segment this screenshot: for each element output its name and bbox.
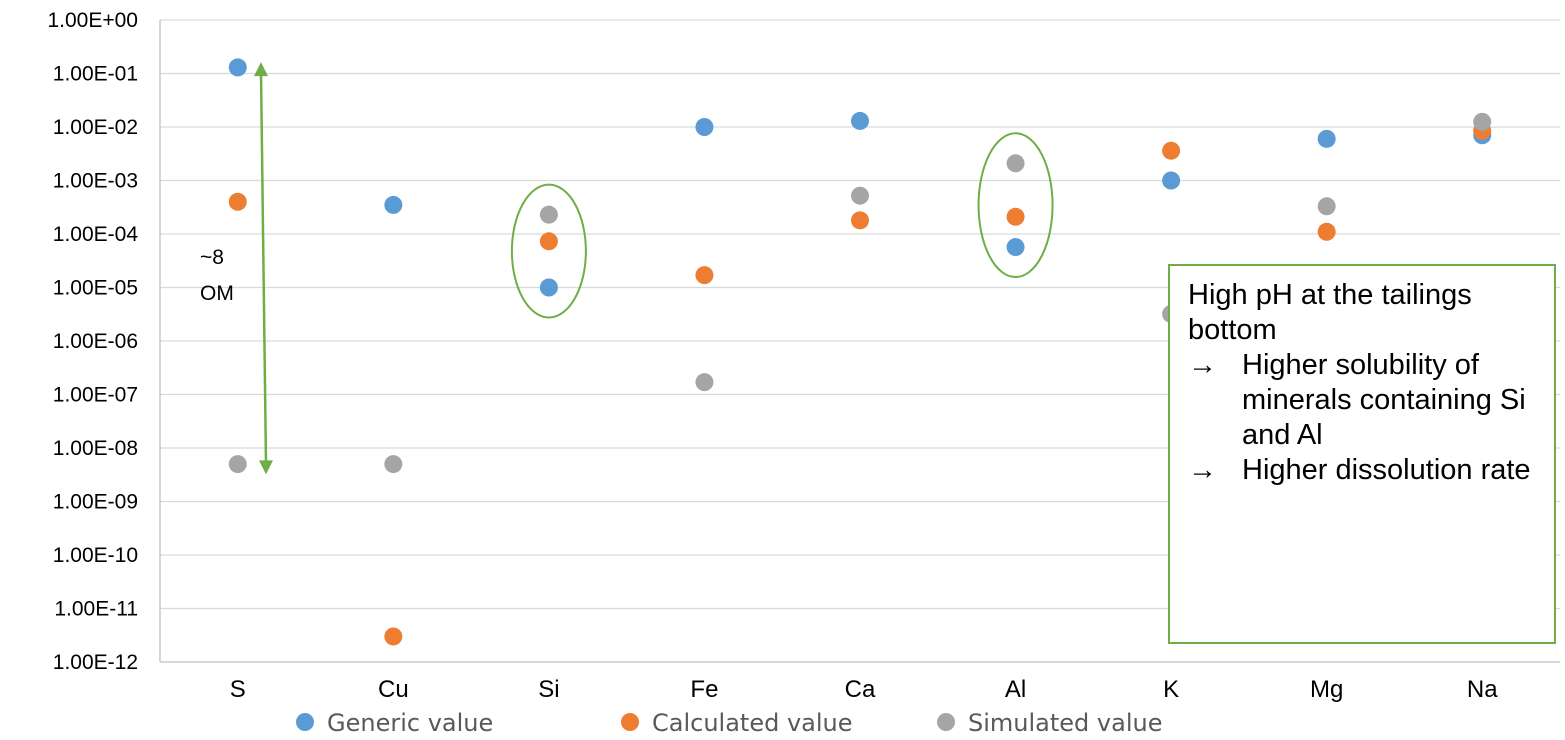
data-point	[228, 192, 247, 211]
highlight-ellipse	[977, 132, 1054, 279]
y-tick-label: 1.00E-01	[53, 63, 138, 86]
x-category-label: Cu	[378, 676, 409, 703]
legend-marker	[296, 713, 314, 731]
arrow-icon: →	[1188, 454, 1217, 486]
data-point	[1006, 207, 1025, 226]
y-tick-label: 1.00E-11	[54, 598, 138, 621]
legend-marker	[937, 713, 955, 731]
range-arrow-line	[259, 72, 268, 465]
data-point	[695, 266, 714, 285]
data-point	[384, 627, 403, 646]
annotation-note-box: High pH at the tailings bottom → Higher …	[1168, 264, 1556, 644]
data-point	[384, 455, 403, 474]
annotations: ~8 OM	[200, 62, 1054, 475]
y-tick-label: 1.00E-12	[53, 651, 138, 674]
x-axis-labels: S Cu Si Fe Ca Al K Mg Na	[230, 676, 1498, 703]
x-category-label: Mg	[1310, 676, 1343, 703]
legend-label: Simulated value	[968, 709, 1162, 737]
data-point	[228, 58, 247, 77]
arrow-head-up-icon	[254, 62, 268, 77]
data-point	[851, 186, 869, 205]
legend-label: Calculated value	[652, 709, 853, 737]
range-arrow-label: ~8	[200, 246, 224, 269]
data-point	[1162, 141, 1181, 160]
y-tick-label: 1.00E-05	[53, 277, 138, 300]
gridlines	[159, 19, 1560, 663]
legend-label: Generic value	[327, 709, 493, 737]
data-point	[539, 278, 558, 297]
x-category-label: Fe	[690, 676, 718, 703]
data-point	[695, 118, 714, 136]
data-point	[1006, 154, 1025, 173]
y-tick-label: 1.00E-07	[53, 384, 138, 407]
note-bullet-text: Higher solubility of minerals containing…	[1242, 349, 1526, 451]
data-point	[851, 111, 869, 130]
x-category-label: Ca	[845, 676, 876, 703]
data-point	[1317, 129, 1336, 148]
x-category-label: Na	[1467, 676, 1498, 703]
note-heading: High pH at the tailings bottom	[1188, 279, 1472, 346]
data-point	[1317, 222, 1336, 241]
note-bullet-text: Higher dissolution rate	[1242, 454, 1531, 486]
data-point	[1162, 171, 1181, 190]
highlight-ellipse	[510, 183, 587, 319]
arrow-head-down-icon	[259, 460, 273, 475]
y-tick-label: 1.00E-03	[53, 170, 138, 193]
legend-marker	[621, 713, 639, 731]
y-tick-label: 1.00E-09	[53, 491, 138, 514]
data-point	[384, 195, 403, 214]
x-category-label: K	[1163, 676, 1179, 703]
y-tick-label: 1.00E+00	[47, 9, 138, 32]
data-point	[851, 211, 869, 230]
y-axis-labels: 1.00E+00 1.00E-01 1.00E-02 1.00E-03 1.00E-04…	[47, 9, 138, 674]
y-tick-label: 1.00E-02	[53, 116, 138, 139]
data-points	[228, 58, 1492, 646]
y-tick-label: 1.00E-06	[53, 330, 138, 353]
data-point	[695, 373, 714, 392]
note-bullet: → Higher solubility of minerals containi…	[1188, 348, 1540, 453]
data-point	[1317, 197, 1336, 216]
x-category-label: Al	[1005, 676, 1026, 703]
range-arrow-label: OM	[200, 282, 234, 305]
legend: Generic value Calculated value Simulated v…	[296, 709, 1162, 737]
x-category-label: S	[230, 676, 246, 703]
y-tick-label: 1.00E-04	[53, 223, 139, 246]
note-bullet: → Higher dissolution rate	[1188, 453, 1540, 488]
data-point	[1006, 238, 1025, 257]
data-point	[1473, 112, 1492, 131]
y-tick-label: 1.00E-08	[53, 437, 138, 460]
data-point	[539, 205, 558, 224]
data-point	[228, 455, 247, 474]
y-tick-label: 1.00E-10	[53, 544, 138, 567]
data-point	[539, 232, 558, 251]
x-category-label: Si	[538, 676, 559, 703]
arrow-icon: →	[1188, 349, 1217, 381]
